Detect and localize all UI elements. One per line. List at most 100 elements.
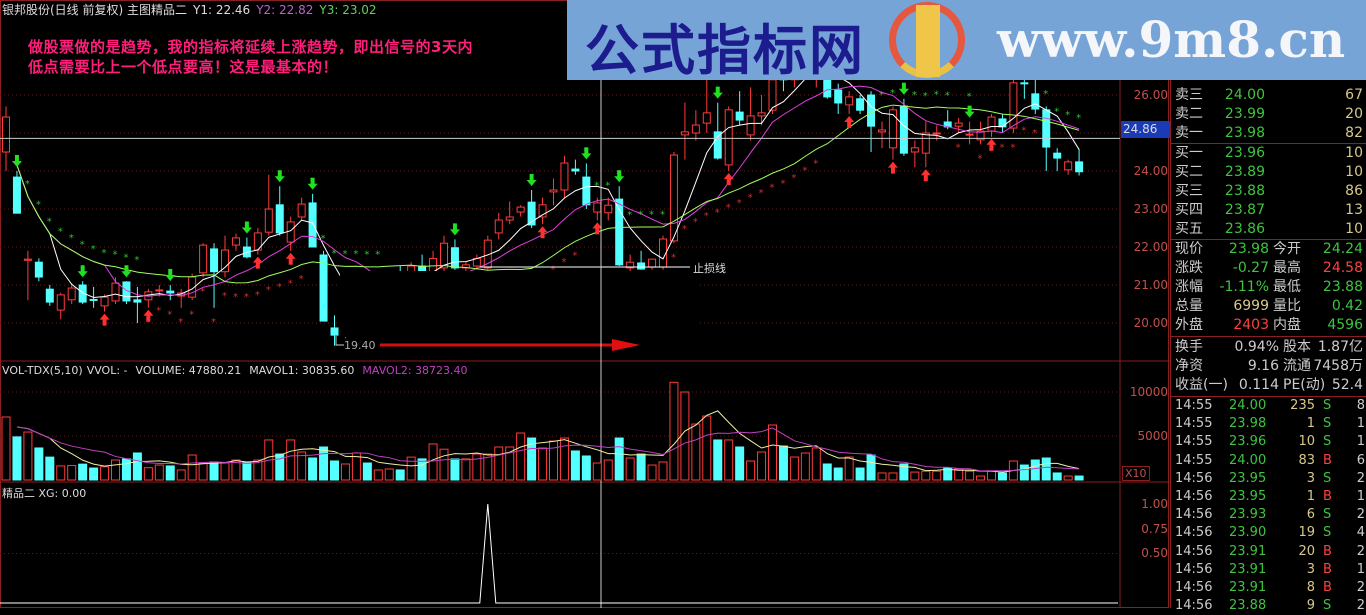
trend-asterisk: * (671, 253, 676, 264)
tick-side: B (1323, 580, 1332, 595)
candle-body (713, 131, 722, 159)
candle-body (155, 289, 164, 292)
trend-asterisk: * (715, 208, 720, 219)
y3-value: Y3: 23.02 (319, 3, 377, 17)
kline-chart[interactable]: * * * * * * * * * * * * * * * * * * * * * * * * * * * * * * * * * * * * * * * *… (0, 0, 1170, 608)
volume-bar (603, 459, 613, 481)
tick-volume: 3 (1306, 561, 1315, 577)
bid-row[interactable]: 买五 23.86 10 (1173, 220, 1365, 239)
ma-short-line (16, 67, 1080, 316)
candle-body (648, 258, 657, 268)
sell-arrow-icon (581, 147, 592, 160)
tick-count: 1 (1356, 416, 1365, 432)
volume-bar (209, 461, 219, 481)
sell-arrow-icon (898, 82, 909, 95)
bid-row[interactable]: 买四 23.87 13 (1173, 201, 1365, 220)
sell-arrow-icon (274, 170, 285, 183)
candle-body (67, 287, 76, 301)
volume-bar (417, 458, 427, 481)
trend-asterisk: * (693, 217, 698, 228)
trend-asterisk: * (189, 310, 194, 321)
candle-body (450, 247, 459, 269)
tick-volume: 20 (1298, 543, 1315, 559)
candle-body (702, 112, 711, 124)
volume-bar (220, 462, 230, 481)
volume-bar (494, 446, 504, 481)
volume-bar (833, 467, 843, 481)
candle-body (987, 116, 996, 132)
divider (1171, 336, 1366, 337)
trend-asterisk: * (726, 202, 731, 213)
trend-asterisk: * (1021, 126, 1026, 137)
fundamental-row: 净资 9.16 流通 7458万 (1173, 357, 1365, 376)
price-tick: 20.00 (1133, 316, 1168, 330)
volume-bar (592, 462, 602, 481)
candle-body (845, 96, 854, 106)
trend-asterisk: * (627, 210, 632, 221)
volume-bar (768, 424, 777, 481)
candle-body (571, 168, 580, 172)
stat-label: 最低 (1273, 279, 1301, 295)
ask-volume: 82 (1345, 125, 1363, 141)
trend-asterisk: * (69, 233, 74, 244)
volume-bar (45, 456, 55, 481)
sell-arrow-icon (121, 265, 132, 278)
candle-body (976, 130, 985, 141)
candle-body (735, 111, 744, 121)
trend-asterisk: * (123, 252, 128, 263)
stat-label: 量比 (1273, 298, 1301, 314)
fundamental-row: 换手 0.94% 股本 1.87亿 (1173, 338, 1365, 357)
candle-body (330, 327, 339, 336)
candle-body (231, 237, 240, 246)
bid-row[interactable]: 买三 23.88 86 (1173, 182, 1365, 201)
crosshair-price-label: 24.86 (1121, 121, 1171, 138)
bid-volume: 86 (1345, 183, 1363, 199)
ask-row[interactable]: 卖二 23.99 20 (1173, 105, 1365, 124)
divider (1171, 239, 1366, 240)
ask-row[interactable]: 卖三 24.00 67 (1173, 86, 1365, 105)
volume-bar (231, 459, 241, 481)
volume-bar (143, 467, 153, 481)
price-tick: 23.00 (1133, 202, 1168, 216)
trend-asterisk: * (912, 90, 917, 101)
ask-row[interactable]: 卖一 23.98 82 (1173, 124, 1365, 143)
tick-side: B (1323, 543, 1332, 559)
tick-side: S (1323, 598, 1332, 614)
fundamental-value: 9.16 (1247, 358, 1279, 374)
bid-row[interactable]: 买二 23.89 10 (1173, 163, 1365, 182)
candle-body (264, 208, 273, 233)
candle-body (680, 131, 689, 136)
volume-bar (176, 469, 186, 481)
volume-value: VOLUME: 47880.21 (135, 364, 242, 377)
ask-volume: 20 (1345, 106, 1363, 122)
tick-count: 2 (1356, 543, 1365, 559)
tick-price: 23.90 (1229, 525, 1267, 541)
tick-count: 4 (1356, 525, 1365, 541)
trend-asterisk: * (80, 239, 85, 250)
tick-time: 14:56 (1175, 525, 1213, 541)
volume-bar (1074, 475, 1084, 481)
tick-side: S (1323, 416, 1332, 432)
trend-asterisk: * (770, 182, 775, 193)
candle-body (582, 176, 591, 206)
candle-body (297, 203, 306, 218)
trend-asterisk: * (978, 154, 983, 165)
site-name: 公式指标网 (585, 18, 865, 82)
candle-body (483, 239, 492, 269)
bid-row[interactable]: 买一 23.96 10 (1173, 144, 1365, 163)
trend-asterisk: * (780, 178, 785, 189)
tick-price: 23.91 (1229, 580, 1267, 595)
bid-volume: 10 (1345, 221, 1363, 237)
tick-side: B (1323, 561, 1332, 577)
y2-value: Y2: 22.82 (256, 3, 314, 17)
trend-asterisk: * (25, 179, 30, 190)
price-tick: 24.00 (1133, 164, 1168, 178)
trend-asterisk: * (134, 255, 139, 266)
tick-count: 1 (1356, 489, 1365, 504)
volume-bar (888, 472, 898, 481)
tick-side: B (1323, 489, 1332, 504)
trend-asterisk: * (594, 180, 599, 191)
tick-time: 14:56 (1175, 543, 1213, 559)
volume-bar (1052, 472, 1062, 481)
candle-body (210, 248, 219, 273)
